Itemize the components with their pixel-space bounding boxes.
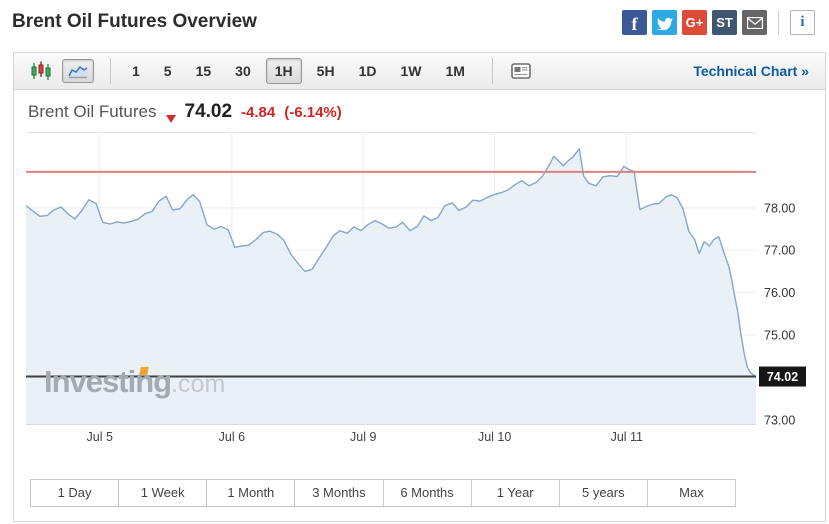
price-change: -4.84 — [241, 104, 276, 121]
x-axis-label: Jul 10 — [478, 430, 511, 444]
chart-area: 78.00 77.00 76.00 75.00 73.00 74.02 Jul 5 Jul 6… — [14, 132, 827, 448]
range-selector: 1 Day 1 Week 1 Month 3 Months 6 Months 1 Year… — [30, 479, 736, 507]
interval-5h-button[interactable]: 5H — [308, 58, 344, 84]
divider — [110, 58, 111, 84]
last-price-badge-text: 74.02 — [767, 370, 798, 384]
quote-row: Brent Oil Futures 74.02 -4.84 (-6.14%) — [14, 90, 825, 132]
technical-chart-link[interactable]: Technical Chart » — [693, 63, 809, 79]
range-5-years-button[interactable]: 5 years — [559, 480, 648, 506]
googleplus-icon[interactable]: G+ — [682, 10, 707, 35]
last-price-badge — [759, 366, 806, 387]
area-series-line — [25, 148, 757, 378]
range-max-button[interactable]: Max — [647, 480, 735, 506]
twitter-icon[interactable] — [652, 10, 677, 35]
info-button[interactable]: i — [790, 10, 815, 35]
area-chart-button[interactable] — [62, 59, 94, 83]
interval-1d-button[interactable]: 1D — [350, 58, 386, 84]
range-3-months-button[interactable]: 3 Months — [295, 480, 384, 506]
range-1-month-button[interactable]: 1 Month — [207, 480, 296, 506]
y-axis-label: 75.00 — [764, 329, 795, 343]
news-panel-button[interactable] — [505, 59, 537, 83]
range-1-week-button[interactable]: 1 Week — [119, 480, 208, 506]
stocktwits-icon[interactable]: ST — [712, 10, 737, 35]
social-share-bar: f G+ ST i — [622, 10, 815, 35]
interval-15-button[interactable]: 15 — [187, 58, 221, 84]
price-down-arrow-icon — [165, 114, 176, 123]
divider — [491, 58, 493, 84]
price-chart[interactable]: 78.00 77.00 76.00 75.00 73.00 74.02 Jul 5 Jul 6… — [14, 132, 827, 448]
interval-1-button[interactable]: 1 — [123, 58, 149, 84]
range-1-day-button[interactable]: 1 Day — [31, 480, 120, 506]
price-change-percent: (-6.14%) — [284, 104, 342, 121]
interval-30-button[interactable]: 30 — [226, 58, 260, 84]
x-axis-label: Jul 6 — [219, 430, 245, 444]
y-axis-label: 73.00 — [764, 413, 795, 427]
email-icon[interactable] — [742, 10, 767, 35]
last-price: 74.02 — [184, 101, 233, 122]
area-chart-icon — [68, 65, 88, 79]
candlestick-icon — [31, 61, 51, 80]
range-6-months-button[interactable]: 6 Months — [383, 480, 472, 506]
facebook-icon[interactable]: f — [622, 10, 647, 35]
candlestick-chart-button[interactable] — [24, 57, 58, 85]
social-icons: f G+ ST — [622, 10, 767, 35]
interval-1w-button[interactable]: 1W — [391, 58, 430, 84]
interval-5-button[interactable]: 5 — [155, 58, 181, 84]
news-panel-icon — [511, 63, 531, 79]
chart-widget: 1 5 15 30 1H 5H 1D 1W 1M Technical Chart » Brent… — [13, 52, 826, 522]
range-1-year-button[interactable]: 1 Year — [471, 480, 560, 506]
instrument-name: Brent Oil Futures — [28, 102, 157, 121]
area-series-fill — [26, 149, 756, 424]
interval-buttons: 1 5 15 30 1H 5H 1D 1W 1M — [123, 58, 480, 84]
chart-toolbar: 1 5 15 30 1H 5H 1D 1W 1M Technical Chart » — [14, 53, 825, 90]
widget-header: Brent Oil Futures Overview f G+ ST i — [0, 0, 829, 44]
interval-1h-button[interactable]: 1H — [265, 58, 302, 84]
interval-1m-button[interactable]: 1M — [436, 58, 473, 84]
divider — [778, 10, 779, 35]
y-axis-label: 78.00 — [764, 201, 795, 215]
x-axis-label: Jul 5 — [87, 430, 113, 444]
y-axis-label: 77.00 — [764, 244, 795, 258]
x-axis-label: Jul 9 — [350, 430, 376, 444]
x-axis-label: Jul 11 — [611, 430, 643, 444]
page-title: Brent Oil Futures Overview — [12, 11, 257, 32]
y-axis-label: 76.00 — [764, 286, 795, 300]
